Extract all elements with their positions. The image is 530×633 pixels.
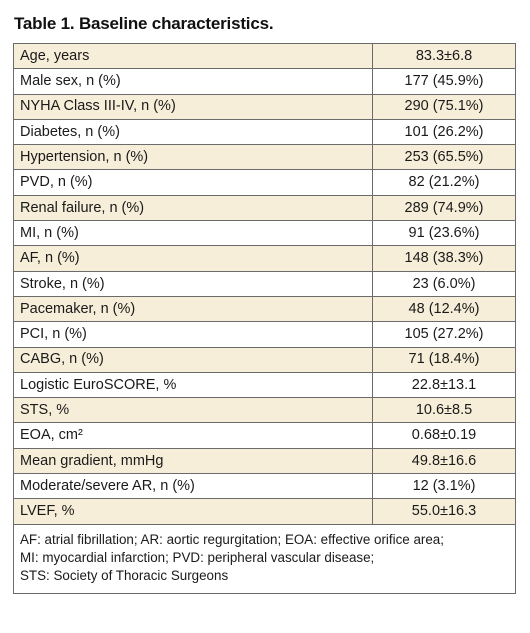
row-label: CABG, n (%) bbox=[13, 346, 373, 373]
table-row: Logistic EuroSCORE, % 22.8±13.1 bbox=[13, 371, 516, 399]
row-value: 253 (65.5%) bbox=[372, 144, 516, 171]
table-row: PVD, n (%) 82 (21.2%) bbox=[13, 169, 516, 196]
row-value: 101 (26.2%) bbox=[372, 118, 516, 146]
table-row: Pacemaker, n (%) 48 (12.4%) bbox=[13, 295, 516, 323]
row-value: 289 (74.9%) bbox=[372, 194, 516, 222]
table-row: Renal failure, n (%) 289 (74.9%) bbox=[13, 194, 516, 222]
row-value: 0.68±0.19 bbox=[372, 422, 516, 449]
table-row: Mean gradient, mmHg 49.8±16.6 bbox=[13, 447, 516, 475]
table-row: Age, years 83.3±6.8 bbox=[13, 42, 516, 70]
row-label: STS, % bbox=[13, 397, 373, 424]
baseline-characteristics-table: Age, years 83.3±6.8 Male sex, n (%) 177 (45… bbox=[13, 42, 516, 594]
table-row: EOA, cm² 0.68±0.19 bbox=[13, 422, 516, 449]
row-label: Moderate/severe AR, n (%) bbox=[13, 473, 373, 500]
row-label: AF, n (%) bbox=[13, 245, 373, 272]
row-label: LVEF, % bbox=[13, 498, 373, 525]
row-value: 49.8±16.6 bbox=[372, 447, 516, 475]
table-row: MI, n (%) 91 (23.6%) bbox=[13, 220, 516, 247]
table-row: CABG, n (%) 71 (18.4%) bbox=[13, 346, 516, 373]
row-value: 105 (27.2%) bbox=[372, 321, 516, 348]
row-label: MI, n (%) bbox=[13, 220, 373, 247]
row-label: Age, years bbox=[13, 42, 373, 70]
row-label: NYHA Class III-IV, n (%) bbox=[13, 93, 373, 120]
row-value: 290 (75.1%) bbox=[372, 93, 516, 120]
row-label: Diabetes, n (%) bbox=[13, 118, 373, 146]
footnote-line: STS: Society of Thoracic Surgeons bbox=[20, 567, 229, 583]
table-row: STS, % 10.6±8.5 bbox=[13, 397, 516, 424]
row-value: 83.3±6.8 bbox=[372, 42, 516, 70]
row-label: Logistic EuroSCORE, % bbox=[13, 371, 373, 399]
row-label: PVD, n (%) bbox=[13, 169, 373, 196]
row-value: 48 (12.4%) bbox=[372, 295, 516, 323]
table-row: AF, n (%) 148 (38.3%) bbox=[13, 245, 516, 272]
table-row: LVEF, % 55.0±16.3 bbox=[13, 498, 516, 525]
footnote-line: MI: myocardial infarction; PVD: peripher… bbox=[20, 549, 375, 565]
row-value: 177 (45.9%) bbox=[372, 68, 516, 95]
row-label: Pacemaker, n (%) bbox=[13, 295, 373, 323]
table-row: Male sex, n (%) 177 (45.9%) bbox=[13, 68, 516, 95]
table-row: Stroke, n (%) 23 (6.0%) bbox=[13, 270, 516, 297]
row-value: 71 (18.4%) bbox=[372, 346, 516, 373]
baseline-table-container: Age, years 83.3±6.8 Male sex, n (%) 177 (45… bbox=[13, 42, 516, 594]
row-value: 82 (21.2%) bbox=[372, 169, 516, 196]
row-label: Stroke, n (%) bbox=[13, 270, 373, 297]
table-row: Hypertension, n (%) 253 (65.5%) bbox=[13, 144, 516, 171]
table-title: Table 1. Baseline characteristics. bbox=[14, 14, 274, 33]
row-label: Hypertension, n (%) bbox=[13, 144, 373, 171]
table-row: Moderate/severe AR, n (%) 12 (3.1%) bbox=[13, 473, 516, 500]
row-value: 10.6±8.5 bbox=[372, 397, 516, 424]
row-value: 148 (38.3%) bbox=[372, 245, 516, 272]
table-row: NYHA Class III-IV, n (%) 290 (75.1%) bbox=[13, 93, 516, 120]
row-label: EOA, cm² bbox=[13, 422, 373, 449]
row-label: Male sex, n (%) bbox=[13, 68, 373, 95]
table-row: Diabetes, n (%) 101 (26.2%) bbox=[13, 118, 516, 146]
table-body: Age, years 83.3±6.8 Male sex, n (%) 177 (45… bbox=[13, 42, 516, 594]
row-label: Mean gradient, mmHg bbox=[13, 447, 373, 475]
table-row: PCI, n (%) 105 (27.2%) bbox=[13, 321, 516, 348]
footnote-row: AF: atrial fibrillation; AR: aortic regu… bbox=[13, 523, 516, 594]
footnote-line: AF: atrial fibrillation; AR: aortic regu… bbox=[20, 531, 444, 547]
row-value: 22.8±13.1 bbox=[372, 371, 516, 399]
row-label: PCI, n (%) bbox=[13, 321, 373, 348]
row-value: 91 (23.6%) bbox=[372, 220, 516, 247]
row-value: 23 (6.0%) bbox=[372, 270, 516, 297]
row-value: 12 (3.1%) bbox=[372, 473, 516, 500]
row-label: Renal failure, n (%) bbox=[13, 194, 373, 222]
row-value: 55.0±16.3 bbox=[372, 498, 516, 525]
table-footnote: AF: atrial fibrillation; AR: aortic regu… bbox=[13, 523, 516, 594]
